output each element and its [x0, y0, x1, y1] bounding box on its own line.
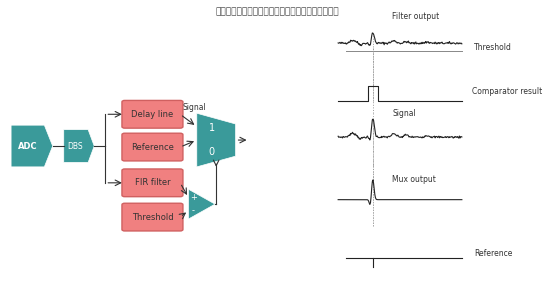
Text: Mux output: Mux output [392, 175, 436, 184]
Text: Signal: Signal [183, 103, 207, 112]
Text: Delay line: Delay line [131, 110, 174, 119]
Text: 滤波信号用于选择采样位置，原始信号用于结果输出: 滤波信号用于选择采样位置，原始信号用于结果输出 [216, 7, 339, 16]
Text: -: - [192, 206, 195, 215]
Text: 0: 0 [208, 147, 214, 157]
Text: DBS: DBS [68, 142, 83, 150]
Text: Reference: Reference [131, 142, 174, 152]
Text: Reference: Reference [474, 249, 512, 258]
Polygon shape [64, 130, 94, 162]
Text: Threshold: Threshold [474, 43, 512, 52]
Text: Signal: Signal [392, 109, 416, 118]
FancyBboxPatch shape [122, 100, 183, 128]
Text: ADC: ADC [18, 142, 38, 150]
FancyBboxPatch shape [122, 203, 183, 231]
Polygon shape [11, 125, 53, 167]
Text: Filter output: Filter output [392, 13, 439, 21]
Text: Threshold: Threshold [132, 212, 173, 222]
Text: +: + [190, 193, 197, 202]
Text: FIR filter: FIR filter [134, 178, 170, 187]
Text: Comparator result: Comparator result [472, 87, 542, 96]
FancyBboxPatch shape [122, 133, 183, 161]
Polygon shape [189, 189, 215, 219]
Text: 1: 1 [208, 123, 214, 133]
Polygon shape [197, 113, 236, 167]
FancyBboxPatch shape [122, 169, 183, 197]
